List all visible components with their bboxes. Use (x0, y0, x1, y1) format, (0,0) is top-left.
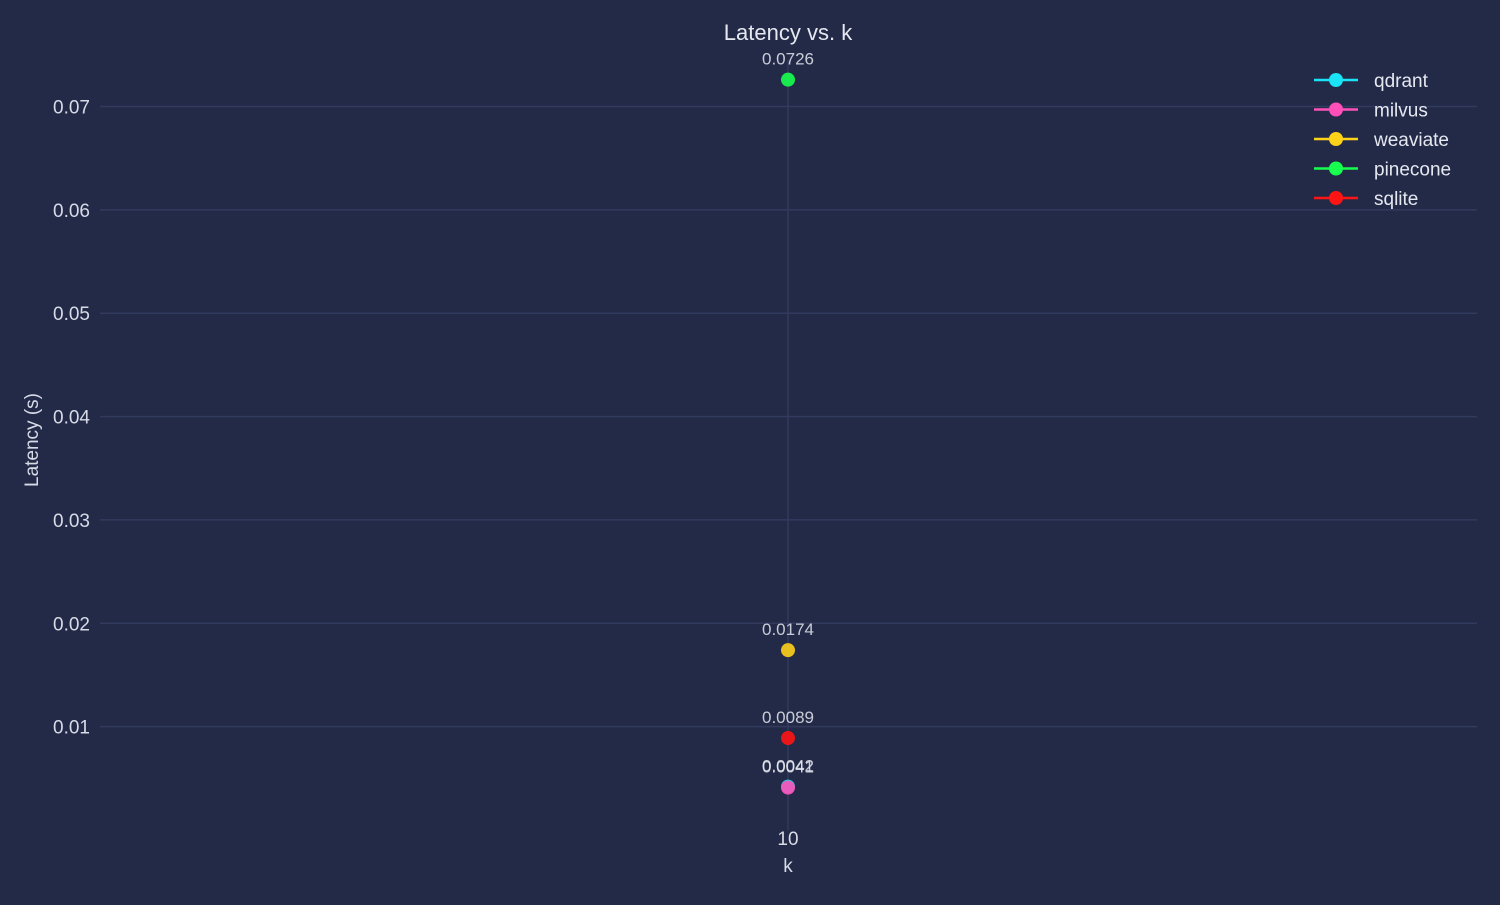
legend-marker-pinecone (1329, 161, 1343, 176)
legend-label-milvus[interactable]: milvus (1374, 101, 1428, 122)
y-tick-label: 0.05 (53, 304, 90, 325)
y-tick-label: 0.03 (53, 511, 90, 532)
y-tick-label: 0.01 (53, 718, 90, 739)
legend-marker-qdrant (1329, 73, 1343, 87)
y-tick-label: 0.07 (53, 98, 90, 119)
legend-marker-milvus (1329, 102, 1343, 117)
data-point-weaviate[interactable] (781, 643, 795, 658)
data-label-sqlite: 0.0089 (762, 708, 814, 727)
data-point-milvus[interactable] (781, 780, 795, 795)
legend-label-weaviate[interactable]: weaviate (1373, 130, 1449, 151)
data-label-pinecone: 0.0726 (762, 50, 814, 69)
axes: 0.01 0.02 0.03 0.04 0.05 0.06 0.07 10 (53, 98, 799, 850)
data-label-qdrant: 0.0042 (762, 757, 814, 776)
legend-marker-weaviate (1329, 132, 1343, 146)
data-label-milvus: 0.0041 (762, 758, 814, 777)
legend-label-pinecone[interactable]: pinecone (1374, 160, 1451, 181)
legend-label-qdrant[interactable]: qdrant (1374, 71, 1429, 92)
x-axis-label: k (783, 856, 793, 877)
grid (100, 60, 1477, 830)
legend-marker-sqlite (1329, 191, 1343, 205)
legend-label-sqlite[interactable]: sqlite (1374, 189, 1418, 210)
y-tick-label: 0.04 (53, 408, 90, 429)
y-axis-label: Latency (s) (22, 393, 43, 487)
y-tick-label: 0.02 (53, 614, 90, 635)
y-tick-label: 0.06 (53, 201, 90, 222)
legend[interactable]: qdrant milvus weaviate pinecone sqlite (1314, 71, 1451, 210)
x-tick-label: 10 (777, 829, 798, 850)
data-point-pinecone[interactable] (781, 72, 795, 87)
data-point-sqlite[interactable] (781, 731, 795, 746)
data-label-weaviate: 0.0174 (762, 620, 814, 639)
chart-title: Latency vs. k (724, 20, 853, 45)
